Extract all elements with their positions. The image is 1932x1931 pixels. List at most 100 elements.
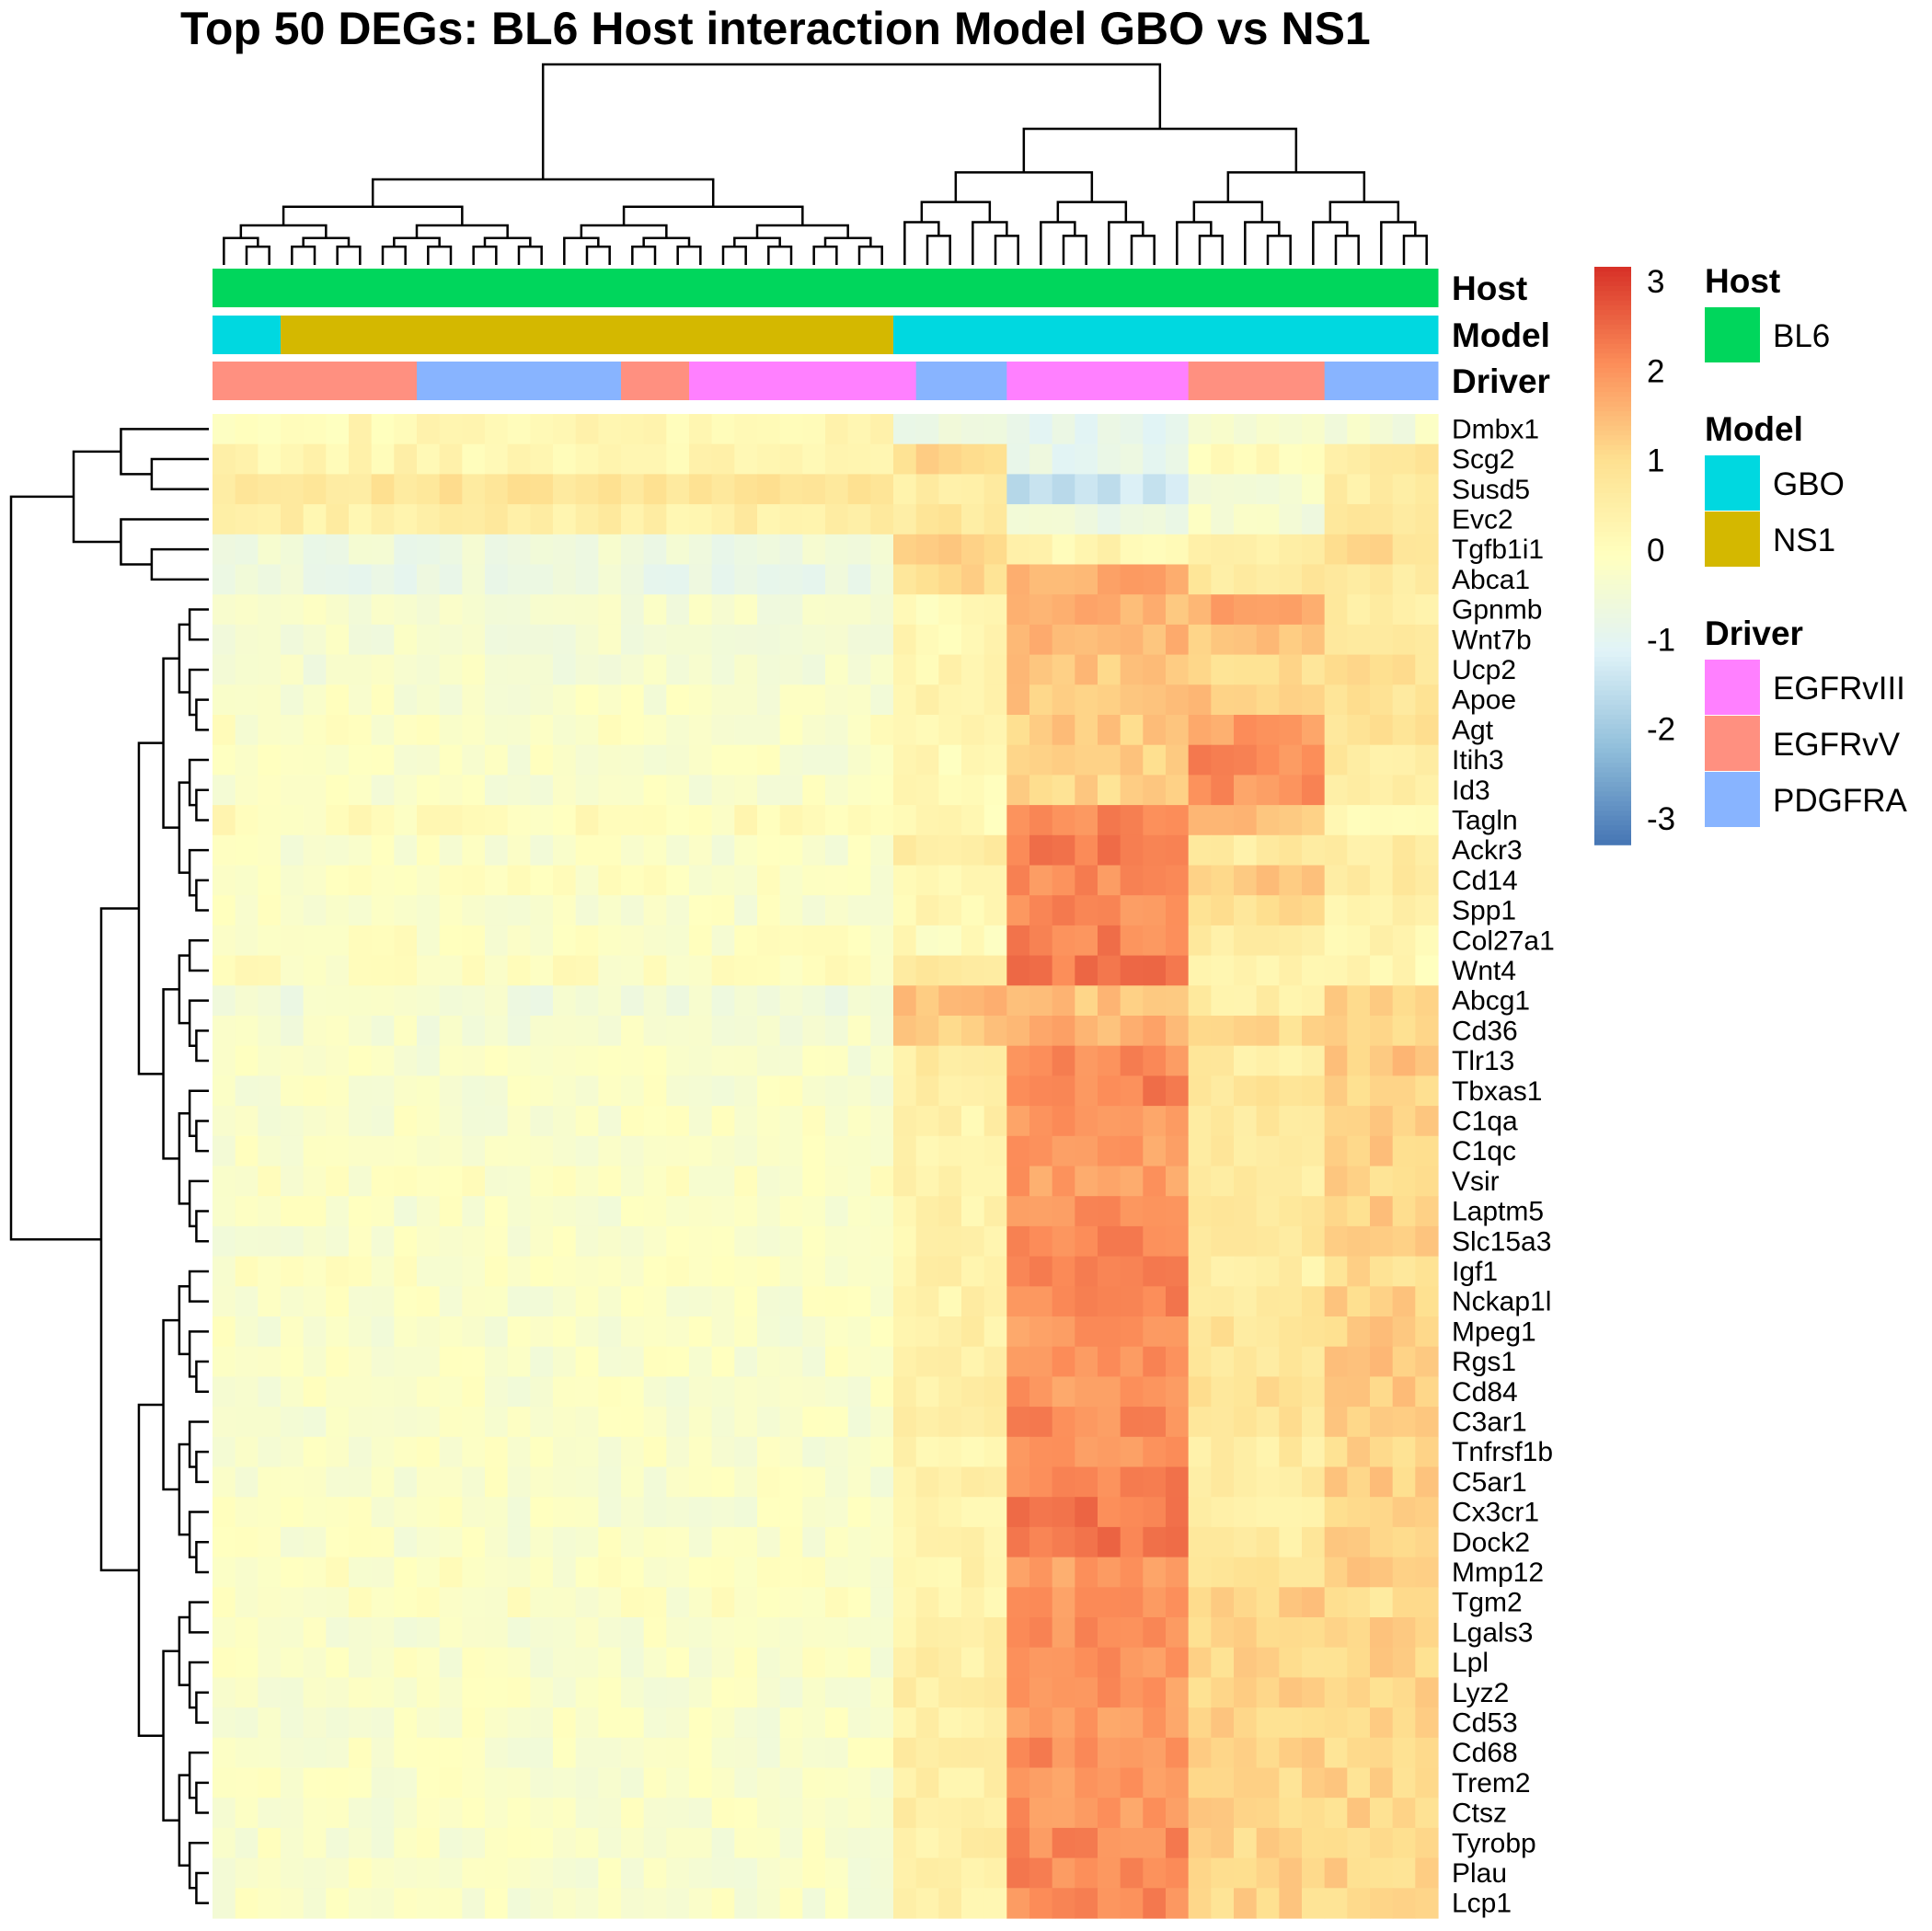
heatmap-cell xyxy=(394,744,418,776)
dendrogram-branch xyxy=(336,245,362,265)
heatmap-cell xyxy=(394,1106,418,1137)
heatmap-cell xyxy=(349,1557,373,1588)
heatmap-cell xyxy=(1279,1045,1303,1076)
heatmap-cell xyxy=(666,684,690,716)
heatmap-cell xyxy=(213,624,236,656)
heatmap-cell xyxy=(802,1256,826,1287)
heatmap-cell xyxy=(1120,775,1144,806)
heatmap-cell xyxy=(1143,1407,1167,1438)
heatmap-cell xyxy=(734,504,758,535)
heatmap-cell xyxy=(893,1045,917,1076)
heatmap-cell xyxy=(1188,805,1212,836)
heatmap-cell xyxy=(213,1016,236,1047)
heatmap-cell xyxy=(621,1767,645,1799)
heatmap-cell xyxy=(258,1677,282,1708)
annotation-segment xyxy=(213,316,282,354)
heatmap-cell xyxy=(553,1526,577,1558)
heatmap-cell xyxy=(1029,1497,1053,1528)
legend-section-title: Model xyxy=(1705,410,1803,448)
heatmap-cell xyxy=(485,1407,509,1438)
heatmap-cell xyxy=(1006,1707,1030,1739)
heatmap-cell xyxy=(1347,985,1371,1017)
heatmap-cell xyxy=(711,1407,735,1438)
heatmap-cell xyxy=(1256,1225,1280,1258)
heatmap-cell xyxy=(1006,1888,1030,1919)
heatmap-cell xyxy=(666,1106,690,1137)
heatmap-cell xyxy=(734,1857,758,1889)
heatmap-cell xyxy=(1188,1196,1212,1227)
heatmap-cell xyxy=(507,1587,531,1618)
heatmap-cell xyxy=(258,474,282,505)
heatmap-cell xyxy=(1188,443,1212,475)
heatmap-cell xyxy=(1279,1497,1303,1528)
heatmap-cell xyxy=(1120,1256,1144,1287)
heatmap-cell xyxy=(847,504,871,535)
heatmap-cell xyxy=(303,504,327,535)
heatmap-cell xyxy=(847,1045,871,1076)
heatmap-cell xyxy=(1392,1827,1416,1859)
heatmap-cell xyxy=(915,955,939,986)
heatmap-cell xyxy=(1143,1256,1167,1287)
heatmap-cell xyxy=(1415,1016,1439,1047)
colorbar-segment xyxy=(1594,406,1631,412)
heatmap-cell xyxy=(1029,775,1053,806)
heatmap-cell xyxy=(598,1587,622,1618)
heatmap-cell xyxy=(575,1888,599,1919)
heatmap-cell xyxy=(1256,1798,1280,1829)
heatmap-cell xyxy=(1006,1225,1030,1258)
heatmap-cell xyxy=(553,1407,577,1438)
heatmap-cell xyxy=(439,1196,463,1227)
heatmap-cell xyxy=(825,1135,849,1167)
heatmap-cell xyxy=(371,925,395,957)
dendrogram-branch xyxy=(622,205,804,225)
dendrogram-branch xyxy=(188,1179,209,1228)
heatmap-cell xyxy=(1098,1587,1121,1618)
heatmap-cell xyxy=(689,895,713,926)
heatmap-cell xyxy=(961,1166,985,1197)
heatmap-cell xyxy=(1188,684,1212,716)
heatmap-cell xyxy=(1098,1526,1121,1558)
heatmap-cell xyxy=(802,1346,826,1377)
heatmap-cell xyxy=(1143,1707,1167,1739)
heatmap-cell xyxy=(1211,1798,1235,1829)
heatmap-cell xyxy=(893,1767,917,1799)
heatmap-cell xyxy=(1302,1557,1326,1588)
heatmap-cell xyxy=(1143,805,1167,836)
heatmap-cell xyxy=(825,1707,849,1739)
heatmap-cell xyxy=(689,474,713,505)
heatmap-cell xyxy=(711,895,735,926)
heatmap-cell xyxy=(893,654,917,685)
heatmap-cell xyxy=(915,654,939,685)
heatmap-cell xyxy=(711,594,735,626)
heatmap-cell xyxy=(281,654,305,685)
row-label: Cd14 xyxy=(1452,866,1518,896)
heatmap-cell xyxy=(1166,1466,1190,1498)
heatmap-cell xyxy=(1234,1707,1258,1739)
heatmap-cell xyxy=(893,1707,917,1739)
heatmap-cell xyxy=(983,1196,1007,1227)
heatmap-cell xyxy=(1415,925,1439,957)
heatmap-cell xyxy=(1370,1106,1394,1137)
heatmap-cell xyxy=(1120,1857,1144,1889)
heatmap-cell xyxy=(1098,744,1121,776)
heatmap-cell xyxy=(1188,1225,1212,1258)
heatmap-cell xyxy=(462,1526,486,1558)
heatmap-cell xyxy=(1415,744,1439,776)
heatmap-cell xyxy=(1029,1166,1053,1197)
heatmap-cell xyxy=(825,1106,849,1137)
heatmap-cell xyxy=(417,1075,441,1107)
heatmap-cell xyxy=(1211,1857,1235,1889)
colorbar-segment xyxy=(1594,517,1631,523)
heatmap-cell xyxy=(983,1225,1007,1258)
heatmap-cell xyxy=(1347,1045,1371,1076)
heatmap-cell xyxy=(1324,1526,1348,1558)
heatmap-cell xyxy=(1098,1016,1121,1047)
heatmap-cell xyxy=(462,925,486,957)
heatmap-cell xyxy=(575,624,599,656)
heatmap-cell xyxy=(734,1827,758,1859)
heatmap-cell xyxy=(507,1346,531,1377)
heatmap-cell xyxy=(1029,1707,1053,1739)
heatmap-cell xyxy=(1392,594,1416,626)
row-label: Tagln xyxy=(1452,806,1518,836)
heatmap-cell xyxy=(303,1045,327,1076)
